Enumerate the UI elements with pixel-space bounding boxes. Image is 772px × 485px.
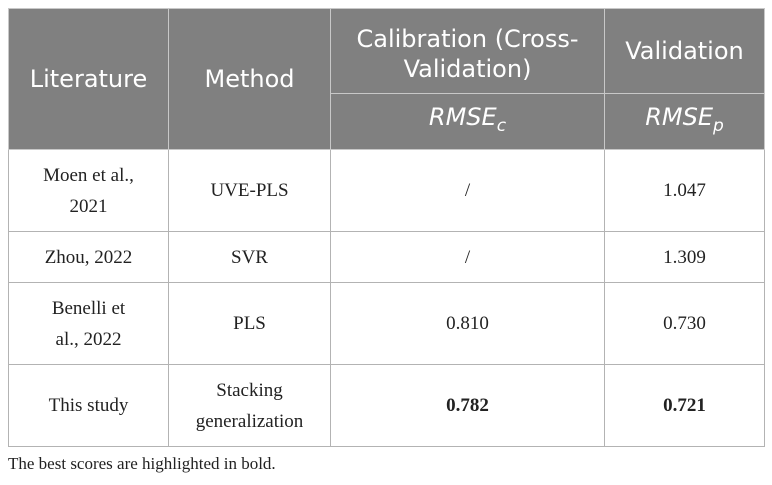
table-row: This study Stacking generalization 0.782…	[8, 364, 765, 447]
header-rmse-c: RMSEc	[330, 93, 605, 150]
method-cell: Stacking generalization	[168, 364, 331, 447]
header-rmse-p: RMSEp	[604, 93, 765, 150]
header-calibration: Calibration (Cross-Validation)	[330, 8, 605, 94]
rmse-c-cell: 0.782	[330, 364, 605, 447]
rmse-p-cell: 0.730	[604, 282, 765, 365]
method-cell: SVR	[168, 231, 331, 283]
table-row: Moen et al., 2021 UVE-PLS / 1.047	[8, 149, 765, 232]
table-row: Benelli et al., 2022 PLS 0.810 0.730	[8, 282, 765, 365]
rmse-c-cell: /	[330, 149, 605, 232]
results-table: Literature Method Calibration (Cross-Val…	[8, 8, 765, 447]
literature-link[interactable]: Benelli et al., 2022	[8, 282, 169, 365]
table-footnote: The best scores are highlighted in bold.	[8, 454, 276, 473]
rmse-p-cell: 0.721	[604, 364, 765, 447]
header-literature: Literature	[8, 8, 169, 150]
rmse-p-cell: 1.047	[604, 149, 765, 232]
rmse-p-cell: 1.309	[604, 231, 765, 283]
table-row: Zhou, 2022 SVR / 1.309	[8, 231, 765, 283]
header-validation: Validation	[604, 8, 765, 94]
method-cell: PLS	[168, 282, 331, 365]
header-method: Method	[168, 8, 331, 150]
literature-link[interactable]: Moen et al., 2021	[8, 149, 169, 232]
rmse-c-cell: 0.810	[330, 282, 605, 365]
method-cell: UVE-PLS	[168, 149, 331, 232]
literature-cell: This study	[8, 364, 169, 447]
rmse-c-cell: /	[330, 231, 605, 283]
literature-link[interactable]: Zhou, 2022	[8, 231, 169, 283]
